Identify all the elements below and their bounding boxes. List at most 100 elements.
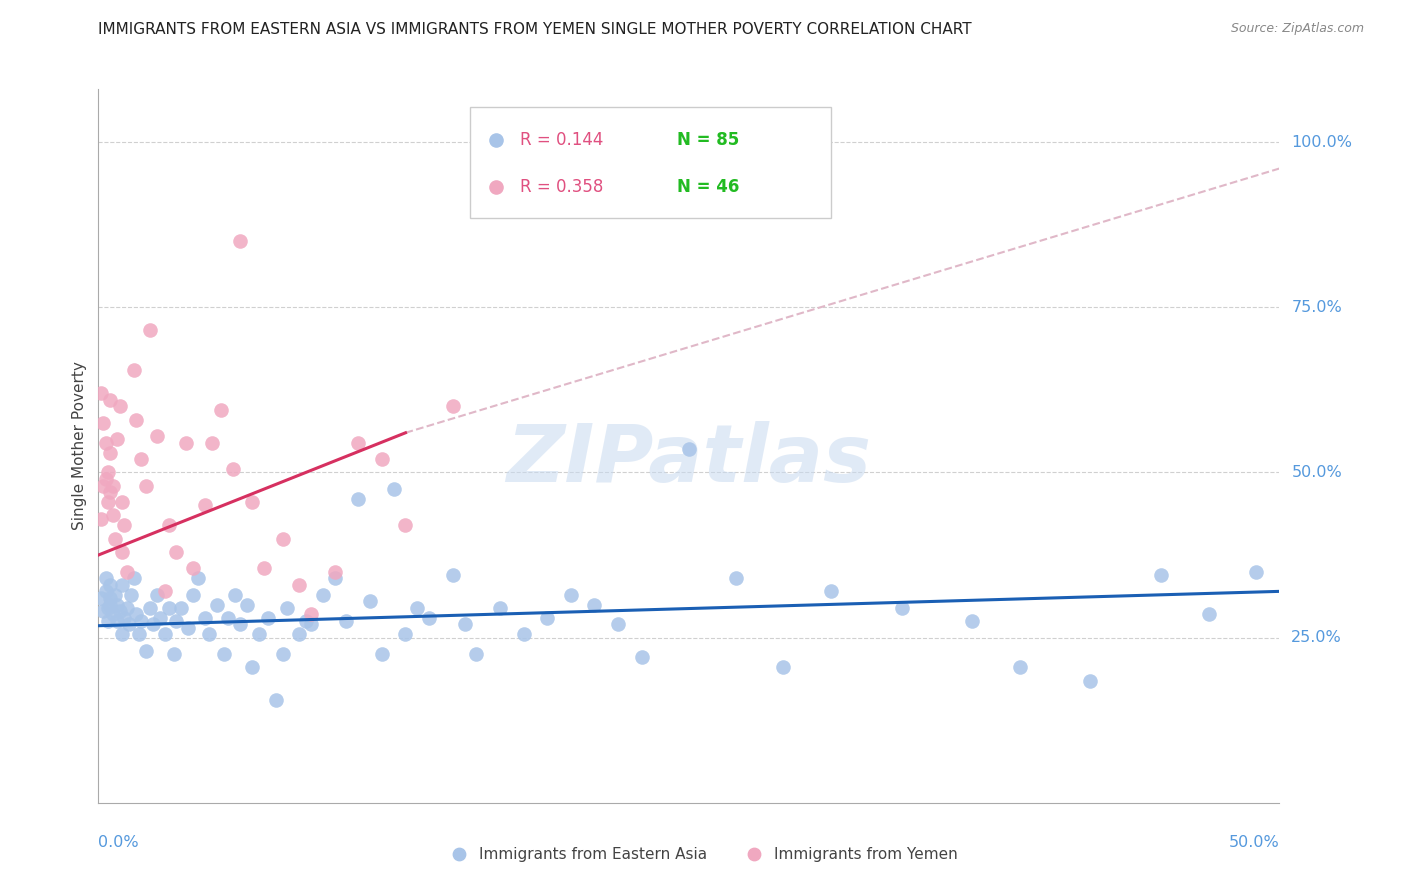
Point: [90, 591, 112, 605]
Point: [129, 614, 152, 628]
Text: Immigrants from Eastern Asia: Immigrants from Eastern Asia: [478, 847, 707, 862]
Point: [772, 660, 794, 674]
Point: [98, 578, 121, 592]
Point: [229, 617, 252, 632]
Text: ZIPatlas: ZIPatlas: [506, 421, 872, 500]
Point: [105, 433, 128, 447]
Point: [122, 363, 145, 377]
Point: [111, 627, 134, 641]
Point: [135, 644, 157, 658]
Point: [104, 532, 127, 546]
Point: [271, 647, 294, 661]
Point: [181, 588, 204, 602]
Point: [98, 598, 121, 612]
Point: [394, 518, 416, 533]
Point: [276, 600, 298, 615]
Point: [253, 561, 276, 575]
Point: [146, 588, 169, 602]
Point: [94, 571, 117, 585]
Point: [112, 518, 135, 533]
Point: [229, 234, 252, 248]
Point: [371, 647, 394, 661]
Point: [115, 600, 138, 615]
Text: 25.0%: 25.0%: [1291, 630, 1341, 645]
Y-axis label: Single Mother Poverty: Single Mother Poverty: [72, 361, 87, 531]
Point: [271, 532, 294, 546]
Point: [288, 578, 311, 592]
Point: [98, 485, 121, 500]
Point: [129, 452, 152, 467]
Point: [194, 499, 217, 513]
Point: [174, 435, 197, 450]
Point: [128, 627, 150, 641]
Point: [312, 588, 335, 602]
Point: [97, 614, 120, 628]
Point: [1198, 607, 1220, 622]
Point: [98, 392, 121, 407]
Point: [247, 627, 270, 641]
Point: [121, 588, 143, 602]
Point: [91, 416, 114, 430]
Point: [465, 647, 488, 661]
Point: [288, 627, 311, 641]
Point: [201, 435, 224, 450]
Point: [91, 478, 114, 492]
Point: [149, 611, 172, 625]
Point: [135, 478, 157, 492]
Point: [142, 617, 165, 632]
Point: [170, 600, 193, 615]
Point: [323, 571, 346, 585]
Point: [122, 571, 145, 585]
Point: [240, 660, 263, 674]
Point: [607, 617, 630, 632]
Point: [198, 627, 221, 641]
Point: [725, 571, 748, 585]
Point: [347, 435, 370, 450]
Point: [217, 611, 239, 625]
Point: [1150, 567, 1173, 582]
Point: [1080, 673, 1102, 688]
Point: [222, 462, 245, 476]
Point: [165, 614, 187, 628]
Point: [139, 323, 162, 337]
Point: [441, 400, 464, 414]
Point: [453, 617, 475, 632]
Text: 50.0%: 50.0%: [1291, 465, 1341, 480]
Point: [807, 843, 830, 857]
Point: [101, 478, 124, 492]
Point: [323, 565, 346, 579]
Point: [108, 604, 131, 618]
Text: 0.0%: 0.0%: [98, 835, 139, 850]
Point: [630, 650, 652, 665]
Point: [153, 627, 176, 641]
Point: [347, 491, 370, 506]
Point: [111, 495, 134, 509]
Point: [157, 518, 180, 533]
Point: [1244, 565, 1267, 579]
Text: R = 0.144: R = 0.144: [520, 131, 603, 149]
Point: [91, 604, 114, 618]
Point: [382, 482, 405, 496]
Point: [112, 611, 135, 625]
Point: [157, 600, 180, 615]
Point: [678, 442, 700, 457]
Point: [98, 591, 121, 605]
Point: [583, 598, 606, 612]
Point: [98, 445, 121, 459]
Point: [97, 466, 120, 480]
Point: [394, 627, 416, 641]
Point: [108, 400, 131, 414]
Point: [883, 225, 905, 239]
Point: [512, 627, 534, 641]
Point: [536, 611, 558, 625]
Point: [94, 435, 117, 450]
Point: [139, 600, 162, 615]
Point: [97, 495, 120, 509]
Text: 100.0%: 100.0%: [1291, 135, 1353, 150]
Point: [105, 598, 128, 612]
Point: [489, 600, 512, 615]
FancyBboxPatch shape: [471, 107, 831, 218]
Point: [209, 402, 232, 417]
Text: 50.0%: 50.0%: [1229, 835, 1279, 850]
Point: [163, 647, 186, 661]
